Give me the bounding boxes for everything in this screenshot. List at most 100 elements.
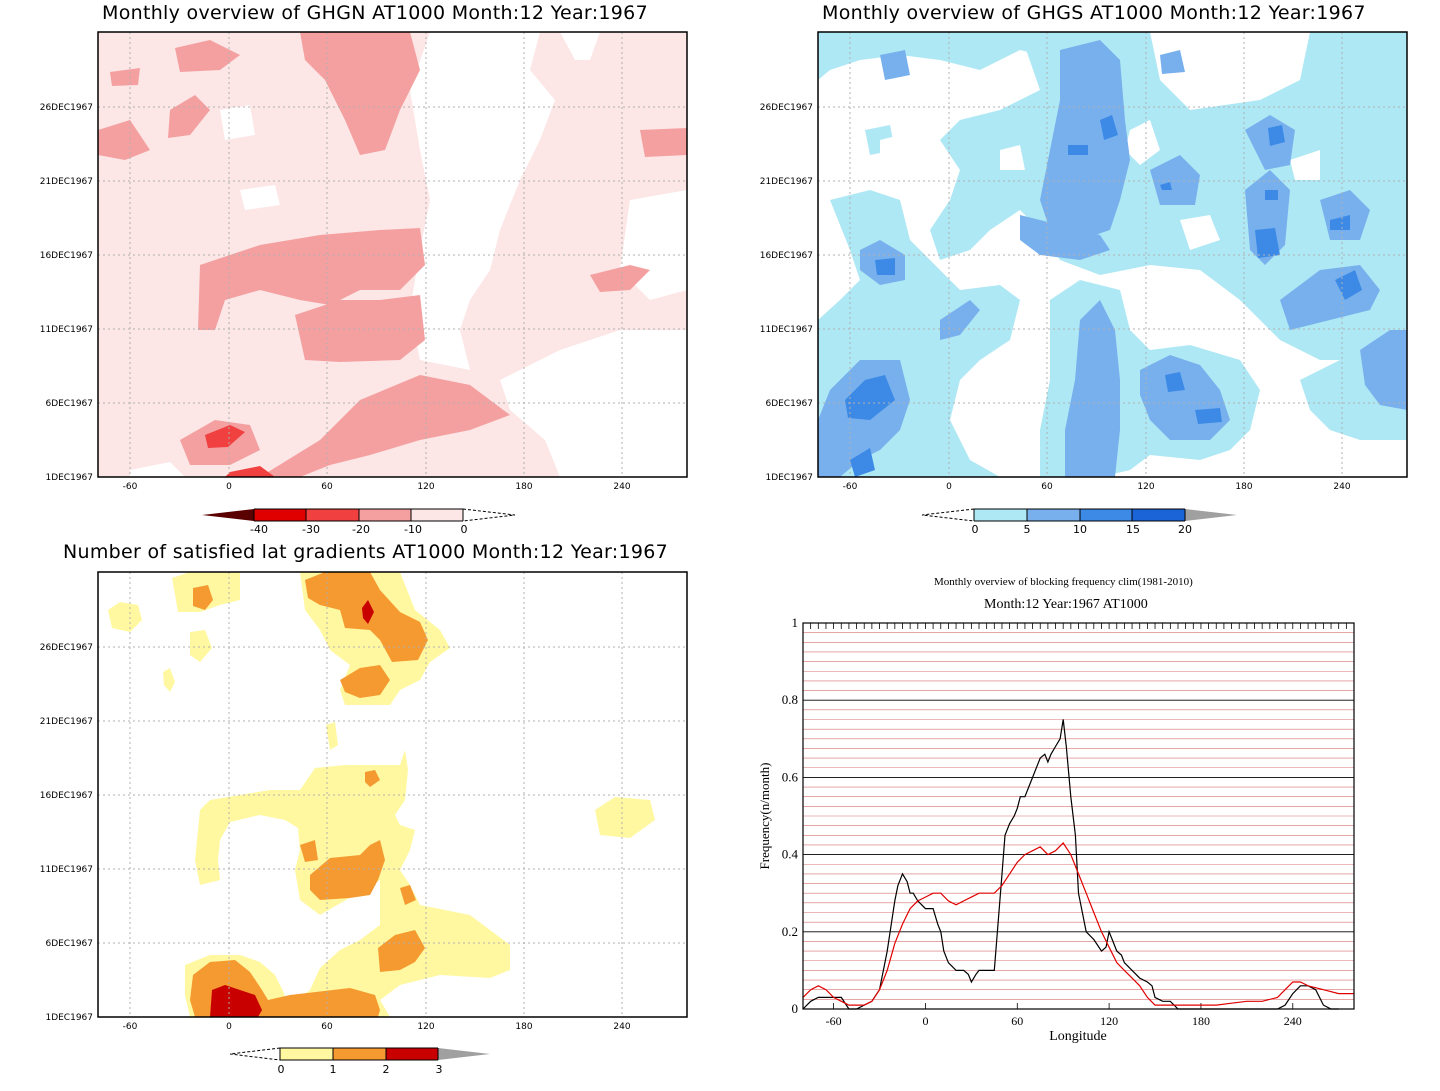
blocking-ylabel: Frequency(n/month) xyxy=(757,763,772,870)
blocking-xtick-label: -60 xyxy=(826,1014,842,1028)
ghgs-x-ticks: -60 0 60 120 180 240 xyxy=(843,482,1351,492)
ghgn-xtick: 120 xyxy=(417,482,434,492)
lat-gradients-grid xyxy=(98,572,687,1017)
blocking-grid xyxy=(803,632,1354,1000)
ghgn-cb-label: -10 xyxy=(404,523,422,536)
ghgn-cb-seg xyxy=(411,509,463,521)
lat-ytick: 16DEC1967 xyxy=(40,791,93,801)
blocking-frame xyxy=(802,622,1355,1010)
ghgn-ytick: 26DEC1967 xyxy=(40,103,93,113)
blocking-ticks: 0 0.2 0.4 0.6 0.8 1 -60 0 60 120 180 240 xyxy=(782,615,1355,1028)
ghgn-ytick: 1DEC1967 xyxy=(45,473,93,483)
lat-gradients-y-ticks: 1DEC1967 6DEC1967 11DEC1967 16DEC1967 21… xyxy=(40,643,93,1023)
blocking-xtick-label: 60 xyxy=(1011,1014,1023,1028)
lat-gradients-colorbar: 0 1 2 3 xyxy=(229,1047,490,1076)
ghgs-colorbar: 0 5 10 15 20 xyxy=(921,508,1237,536)
ghgn-cb-seg xyxy=(306,509,359,521)
ghgn-xtick: -60 xyxy=(123,482,138,492)
ghgn-xtick: 0 xyxy=(226,482,232,492)
lat-xtick: 60 xyxy=(321,1022,333,1032)
lat-cb-label: 3 xyxy=(436,1063,443,1076)
ghgn-ytick: 16DEC1967 xyxy=(40,251,93,261)
ghgs-xtick: 60 xyxy=(1041,482,1053,492)
blocking-series-red-line xyxy=(802,842,1354,1006)
ghgn-y-ticks: 1DEC1967 6DEC1967 11DEC1967 16DEC1967 21… xyxy=(40,103,93,483)
ghgs-cb-label: 5 xyxy=(1024,523,1031,536)
ghgn-x-ticks: -60 0 60 120 180 240 xyxy=(123,482,631,492)
ghgs-cb-label: 20 xyxy=(1178,523,1192,536)
blocking-ytick-label: 0 xyxy=(792,1001,799,1016)
ghgn-cb-label: -30 xyxy=(302,523,320,536)
lat-ytick: 21DEC1967 xyxy=(40,717,93,727)
blocking-title: Monthly overview of blocking frequency c… xyxy=(934,576,1193,588)
ghgn-colorbar: -40 -30 -20 -10 0 xyxy=(202,508,516,536)
ghgn-frame xyxy=(97,31,688,478)
blocking-xtick-label: 120 xyxy=(1100,1014,1118,1028)
lat-ytick: 11DEC1967 xyxy=(40,865,93,875)
ghgs-ytick: 6DEC1967 xyxy=(765,399,813,409)
ghgn-xtick: 180 xyxy=(515,482,532,492)
lat-xtick: -60 xyxy=(123,1022,138,1032)
blocking-ytick-label: 1 xyxy=(792,615,799,630)
blocking-xtick-label: 0 xyxy=(922,1014,928,1028)
ghgn-grid xyxy=(98,32,687,477)
ghgn-ytick: 21DEC1967 xyxy=(40,177,93,187)
ghgs-grid xyxy=(818,32,1407,477)
ghgn-cb-label: -20 xyxy=(352,523,370,536)
ghgs-cb-label: 15 xyxy=(1126,523,1140,536)
ghgs-panel-title: Monthly overview of GHGS AT1000 Month:12… xyxy=(822,2,1366,24)
lat-cb-label: 1 xyxy=(330,1063,337,1076)
ghgn-panel-title: Monthly overview of GHGN AT1000 Month:12… xyxy=(102,2,648,24)
ghgs-xtick: 0 xyxy=(946,482,952,492)
ghgs-cb-seg xyxy=(974,509,1027,521)
blocking-ytick-label: 0.6 xyxy=(782,769,799,784)
ghgs-cb-label: 0 xyxy=(972,523,979,536)
ghgn-cb-seg xyxy=(202,509,254,521)
ghgs-ytick: 11DEC1967 xyxy=(760,325,813,335)
lat-gradients-frame xyxy=(97,571,688,1018)
lat-cb-seg xyxy=(333,1048,386,1060)
ghgs-xtick: 240 xyxy=(1333,482,1350,492)
ghgs-ytick: 16DEC1967 xyxy=(760,251,813,261)
ghgs-y-ticks: 1DEC1967 6DEC1967 11DEC1967 16DEC1967 21… xyxy=(760,103,813,483)
ghgs-cb-seg xyxy=(1027,509,1080,521)
ghgs-cb-label: 10 xyxy=(1073,523,1087,536)
ghgs-ytick: 26DEC1967 xyxy=(760,103,813,113)
ghgs-cb-seg xyxy=(1080,509,1132,521)
ghgs-xtick: -60 xyxy=(843,482,858,492)
ghgn-xtick: 240 xyxy=(613,482,630,492)
lat-cb-seg xyxy=(438,1048,490,1060)
ghgn-cb-label: 0 xyxy=(461,523,468,536)
lat-cb-label: 0 xyxy=(278,1063,285,1076)
ghgn-cb-label: -40 xyxy=(250,523,268,536)
lat-ytick: 6DEC1967 xyxy=(45,939,93,949)
ghgs-ytick: 21DEC1967 xyxy=(760,177,813,187)
ghgn-xtick: 60 xyxy=(321,482,333,492)
ghgs-cb-seg xyxy=(1185,509,1237,521)
blocking-ytick-label: 0.8 xyxy=(782,692,798,707)
lat-xtick: 120 xyxy=(417,1022,434,1032)
blocking-xtick-label: 180 xyxy=(1192,1014,1210,1028)
lat-gradients-panel-title: Number of satisfied lat gradients AT1000… xyxy=(63,541,669,563)
ghgn-cb-seg xyxy=(254,509,306,521)
ghgs-xtick: 180 xyxy=(1235,482,1252,492)
ghgs-xtick: 120 xyxy=(1137,482,1154,492)
ghgs-frame xyxy=(817,31,1408,478)
lat-ytick: 26DEC1967 xyxy=(40,643,93,653)
blocking-ytick-label: 0.4 xyxy=(782,847,799,862)
lat-cb-seg xyxy=(386,1048,438,1060)
lat-xtick: 180 xyxy=(515,1022,532,1032)
lat-ytick: 1DEC1967 xyxy=(45,1013,93,1023)
lat-xtick: 240 xyxy=(613,1022,630,1032)
ghgs-cb-seg xyxy=(1132,509,1185,521)
blocking-xtick-label: 240 xyxy=(1284,1014,1302,1028)
ghgn-ytick: 11DEC1967 xyxy=(40,325,93,335)
lat-gradients-x-ticks: -60 0 60 120 180 240 xyxy=(123,1022,631,1032)
blocking-ytick-label: 0.2 xyxy=(782,924,798,939)
ghgn-cb-seg xyxy=(359,509,411,521)
lat-cb-seg xyxy=(280,1048,333,1060)
